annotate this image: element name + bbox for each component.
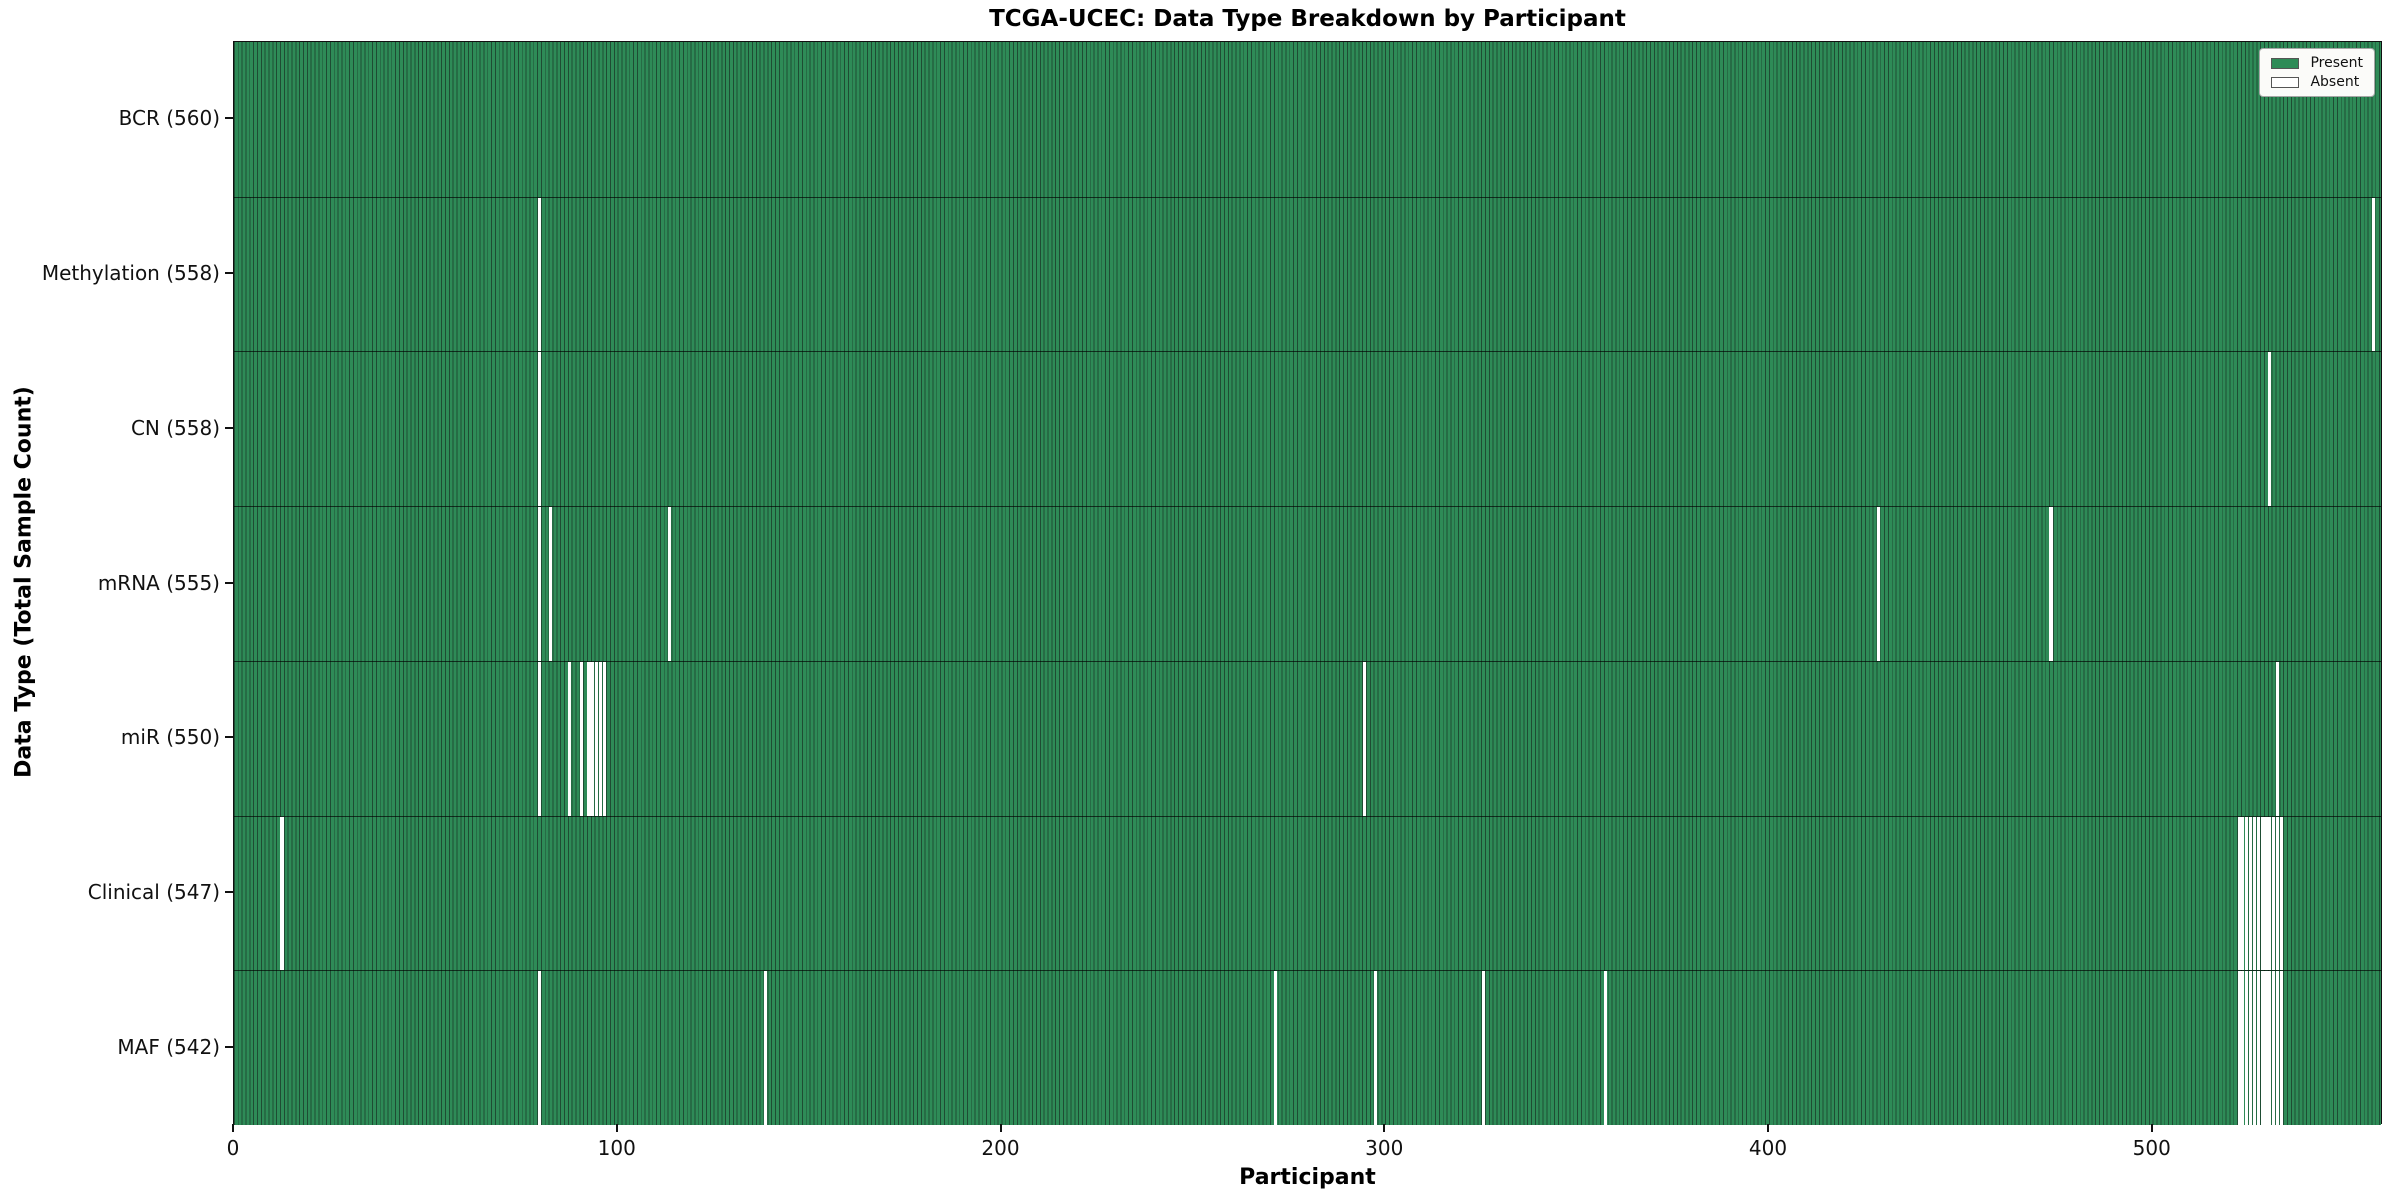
x-tick-label: 400: [1748, 1136, 1788, 1160]
absent-gap: [595, 661, 599, 816]
absent-gap: [2268, 971, 2272, 1125]
absent-gap: [2249, 816, 2253, 971]
absent-gap: [2264, 816, 2268, 971]
absent-gap: [2275, 971, 2280, 1125]
absent-gap: [602, 661, 606, 816]
absent-gap: [568, 661, 572, 816]
row-Clinical: [234, 815, 2381, 971]
absent-gap: [2245, 971, 2249, 1125]
absent-gap: [1274, 971, 1278, 1125]
legend-absent-label: Absent: [2310, 74, 2360, 90]
y-tick-mark: [225, 426, 233, 429]
x-tick-mark: [1383, 1124, 1386, 1132]
row-mRNA: [234, 506, 2381, 661]
absent-gap: [2275, 661, 2280, 816]
x-tick-label: 300: [1365, 1136, 1404, 1160]
x-axis-label: Participant: [1239, 1165, 1376, 1190]
absent-gap: [2272, 816, 2276, 971]
legend-entry-absent: Absent: [2271, 75, 2363, 89]
absent-gap: [1374, 971, 1378, 1125]
x-tick-label: 200: [981, 1136, 1020, 1160]
absent-gap: [1481, 971, 1485, 1125]
absent-gap: [549, 507, 553, 661]
row-MAF: [234, 970, 2381, 1125]
absent-gap: [587, 661, 591, 816]
absent-gap: [2279, 971, 2283, 1125]
absent-gap: [2371, 197, 2375, 352]
absent-gap: [280, 816, 284, 971]
y-tick-mark: [225, 1045, 233, 1048]
x-tick-mark: [1767, 1124, 1769, 1132]
x-tick-mark: [999, 1124, 1002, 1132]
absent-gap: [2241, 816, 2245, 971]
y-tick-mark: [225, 890, 233, 893]
absent-gap: [763, 971, 768, 1125]
y-tick-label: Methylation (558): [41, 261, 220, 286]
absent-gap: [2272, 971, 2276, 1125]
absent-gap: [579, 661, 583, 816]
absent-gap: [667, 507, 672, 661]
absent-gap: [2268, 816, 2272, 971]
absent-gap: [2249, 971, 2253, 1125]
absent-gap: [1876, 507, 1880, 661]
absent-gap: [2275, 816, 2280, 971]
absent-gap: [537, 352, 541, 507]
absent-gap: [1362, 661, 1366, 816]
y-tick-mark: [225, 272, 233, 275]
absent-gap: [537, 661, 541, 816]
y-tick-label: Clinical (547): [87, 879, 220, 904]
absent-gap: [2268, 352, 2272, 507]
absent-gap: [2256, 971, 2260, 1125]
absent-gap: [2279, 816, 2283, 971]
x-tick-mark: [615, 1124, 618, 1132]
absent-gap: [537, 971, 541, 1125]
absent-gap: [2241, 971, 2245, 1125]
x-tick-mark: [2150, 1124, 2153, 1132]
y-tick-label: BCR (560): [118, 106, 220, 131]
y-tick-mark: [225, 736, 233, 739]
absent-gap: [2264, 971, 2268, 1125]
y-tick-label: miR (550): [120, 725, 220, 750]
x-tick-mark: [232, 1124, 234, 1132]
chart-title: TCGA-UCEC: Data Type Breakdown by Partic…: [989, 6, 1626, 32]
absent-gap: [2252, 971, 2256, 1125]
absent-gap: [591, 661, 595, 816]
absent-gap: [537, 197, 541, 352]
row-CN: [234, 351, 2381, 507]
x-tick-label: 100: [597, 1136, 636, 1160]
legend-entry-present: Present: [2271, 56, 2363, 70]
absent-gap: [2049, 507, 2053, 661]
absent-gap: [2237, 971, 2241, 1125]
absent-gap: [2252, 816, 2256, 971]
absent-gap: [2256, 816, 2260, 971]
absent-gap: [2260, 971, 2264, 1125]
y-tick-label: MAF (542): [117, 1034, 220, 1059]
absent-gap: [2260, 816, 2264, 971]
legend-present-label: Present: [2310, 55, 2363, 71]
plot-area: Present Absent: [233, 41, 2382, 1125]
y-tick-mark: [225, 117, 233, 120]
x-tick-label: 0: [226, 1136, 240, 1160]
legend-absent-swatch: [2271, 76, 2300, 88]
row-miR: [234, 660, 2381, 816]
y-tick-label: CN (558): [130, 415, 220, 440]
absent-gap: [598, 661, 603, 816]
row-Methylation: [234, 196, 2381, 352]
absent-gap: [1604, 971, 1608, 1125]
y-tick-label: mRNA (555): [97, 570, 220, 595]
x-tick-label: 500: [2132, 1136, 2171, 1160]
absent-gap: [537, 507, 541, 661]
legend-present-swatch: [2271, 57, 2300, 69]
absent-gap: [2245, 816, 2249, 971]
legend: Present Absent: [2259, 48, 2375, 97]
y-tick-mark: [225, 581, 233, 584]
row-BCR: [234, 42, 2381, 197]
absent-gap: [2237, 816, 2241, 971]
